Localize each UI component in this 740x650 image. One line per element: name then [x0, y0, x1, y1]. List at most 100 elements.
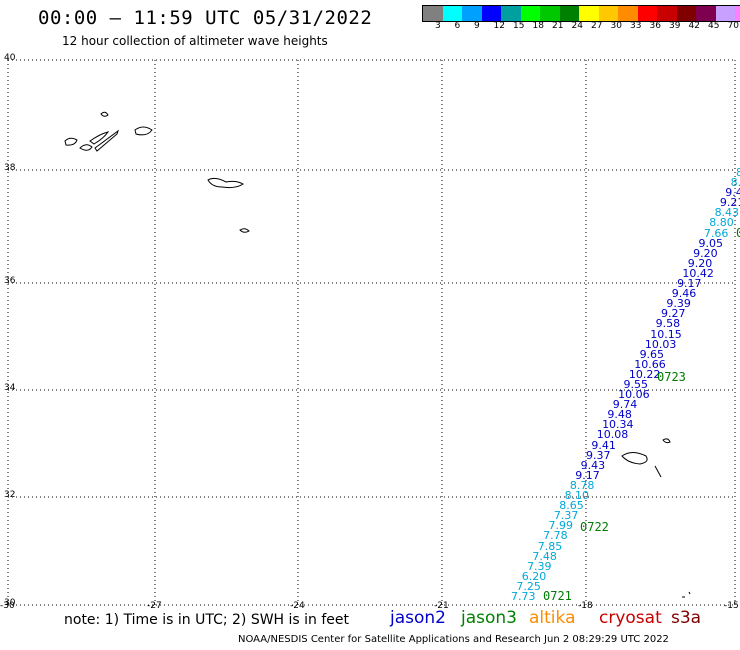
wave-height-value: 7.39 — [527, 559, 552, 573]
lat-label: 36 — [4, 276, 16, 286]
wave-height-value: 9.65 — [639, 347, 665, 361]
color-swatch — [423, 6, 443, 21]
color-tick-label: 15 — [513, 21, 525, 31]
color-tick-label: 42 — [688, 21, 700, 31]
wave-height-value: 8.80 — [709, 216, 734, 230]
color-tick-label: 36 — [649, 21, 661, 31]
color-scale-bar — [422, 5, 740, 22]
wave-height-value: 7.78 — [543, 529, 568, 543]
color-tick-label: 33 — [630, 21, 642, 31]
wave-height-value: 7.66 — [703, 226, 729, 240]
wave-height-value: 9.20 — [693, 246, 718, 260]
color-tick-label: 3 — [435, 21, 441, 31]
graticule-grid — [7, 59, 736, 606]
wave-height-value: 9.74 — [612, 398, 638, 412]
wave-height-value: 10.66 — [634, 357, 666, 371]
wave-height-value: 9.27 — [661, 307, 686, 321]
color-swatch — [618, 6, 638, 21]
wave-height-value: 9.17 — [575, 468, 600, 482]
legend-cryosat: cryosat — [599, 608, 662, 628]
wave-height-value: 9.55 — [623, 378, 649, 391]
wave-height-value: 7.99 — [548, 519, 574, 533]
wave-height-value: 9.46 — [671, 287, 697, 301]
island-faial — [79, 144, 93, 151]
lon-label: -30 — [0, 601, 15, 611]
wave-height-value: 9.39 — [666, 297, 691, 311]
color-tick-label: 18 — [532, 21, 544, 31]
wave-height-value: 8.78 — [569, 478, 595, 492]
wave-height-value: 10.06 — [618, 388, 650, 402]
color-swatch — [579, 6, 599, 21]
lon-label: -18 — [578, 601, 593, 611]
map-title: 00:00 – 11:59 UTC 05/31/2022 — [38, 7, 373, 29]
color-tick-label: 21 — [552, 21, 564, 31]
wave-height-value: 8.10 — [564, 489, 590, 503]
wave-height-value: 9.20 — [687, 256, 713, 270]
wave-height-value: 9.4 — [725, 186, 740, 200]
color-tick-label: 30 — [610, 21, 622, 31]
legend-jason2: jason2 — [390, 608, 446, 628]
wave-height-value: 9.37 — [586, 448, 611, 462]
lon-label: -27 — [147, 601, 162, 611]
island-corvo — [100, 111, 109, 117]
color-swatch — [559, 6, 579, 21]
island-madeira — [621, 452, 648, 465]
lon-label: -24 — [290, 601, 305, 611]
island-sao-jorge — [94, 129, 119, 152]
color-tick-label: 12 — [493, 21, 505, 31]
color-swatch — [462, 6, 482, 21]
units-note: note: 1) Time is in UTC; 2) SWH is in fe… — [64, 612, 350, 628]
wave-height-value: 8. — [736, 166, 740, 179]
color-swatch — [540, 6, 560, 21]
color-swatch — [442, 6, 462, 21]
pass-time-0721: 0721 — [543, 589, 572, 603]
lat-label: 40 — [4, 53, 16, 63]
color-swatch — [657, 6, 677, 21]
color-swatch — [696, 6, 716, 21]
wave-height-value: 9.58 — [655, 317, 681, 331]
color-swatch — [501, 6, 521, 21]
island-pico — [89, 131, 110, 145]
color-tick-label: 24 — [571, 21, 583, 31]
footer-credit: NOAA/NESDIS Center for Satellite Applica… — [238, 634, 669, 645]
color-swatch — [598, 6, 618, 21]
legend-altika: altika — [529, 608, 576, 628]
color-tick-label: 45 — [708, 21, 720, 31]
color-swatch — [520, 6, 540, 21]
wave-height-value: 9.41 — [591, 438, 616, 452]
wave-height-value: 9.43 — [580, 458, 606, 472]
wave-height-value: 10.22 — [628, 367, 661, 381]
color-tick-label: 27 — [591, 21, 603, 31]
color-tick-label: 39 — [669, 21, 681, 31]
wave-height-value: 7.85 — [537, 539, 563, 553]
color-swatch — [637, 6, 657, 21]
lon-label: -21 — [434, 601, 449, 611]
wave-height-value: 9.48 — [607, 408, 632, 422]
lon-label: -15 — [724, 601, 739, 611]
wave-height-value: 10.34 — [602, 418, 634, 432]
lat-label: 38 — [4, 163, 16, 173]
color-swatch — [676, 6, 696, 21]
wave-height-value: 10.03 — [644, 337, 677, 351]
lat-label: 32 — [4, 490, 16, 500]
color-swatch — [481, 6, 501, 21]
legend-jason3: jason3 — [461, 608, 517, 628]
wave-height-value: 9.05 — [698, 236, 724, 250]
pass-time-0722: 0722 — [580, 520, 609, 534]
island-desertas — [654, 465, 662, 478]
legend-s3a: s3a — [671, 608, 702, 628]
wave-height-value: 8.43 — [714, 206, 740, 220]
color-tick-label: 6 — [454, 21, 461, 31]
color-swatch — [715, 6, 735, 21]
island-porto-santo — [662, 438, 671, 444]
island-terceira — [134, 126, 153, 136]
island-selvagens — [682, 591, 691, 598]
lat-label: 34 — [4, 383, 16, 393]
color-swatch — [735, 6, 740, 21]
wave-height-value: 7.48 — [532, 549, 557, 563]
wave-height-value: 10.42 — [682, 266, 714, 280]
color-tick-label: 9 — [474, 21, 480, 31]
pass-time-partial: 0 — [736, 226, 740, 240]
island-outlines — [64, 111, 691, 598]
